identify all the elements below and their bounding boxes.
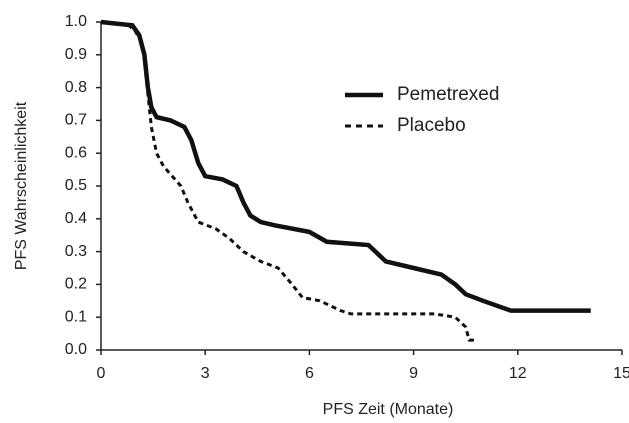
survival-curve xyxy=(100,20,477,342)
y-tick-label: 0.6 xyxy=(65,144,87,161)
y-tick-label: 0.7 xyxy=(65,112,87,129)
y-tick-label: 0.2 xyxy=(65,276,87,293)
y-tick-label: 0.0 xyxy=(65,341,87,358)
x-tick-label: 6 xyxy=(305,365,314,382)
y-tick-label: 1.0 xyxy=(65,13,87,30)
y-tick-label: 0.5 xyxy=(65,177,87,194)
x-axis-label: PFS Zeit (Monate) xyxy=(323,401,454,418)
x-tick-label: 3 xyxy=(201,365,210,382)
legend-label: Pemetrexed xyxy=(397,84,499,105)
x-tick-label: 9 xyxy=(409,365,418,382)
y-tick-label: 0.9 xyxy=(65,46,87,63)
legend-label: Placebo xyxy=(397,115,466,136)
y-tick-label: 0.1 xyxy=(65,308,87,325)
y-axis-label: PFS Wahrscheinlichkeit xyxy=(13,101,30,270)
y-tick-label: 0.8 xyxy=(65,79,87,96)
y-tick-label: 0.4 xyxy=(65,210,87,227)
y-tick-label: 0.3 xyxy=(65,243,87,260)
x-tick-label: 0 xyxy=(97,365,106,382)
x-tick-label: 12 xyxy=(509,365,527,382)
x-tick-label: 15 xyxy=(613,365,629,382)
survival-curve xyxy=(100,19,591,313)
